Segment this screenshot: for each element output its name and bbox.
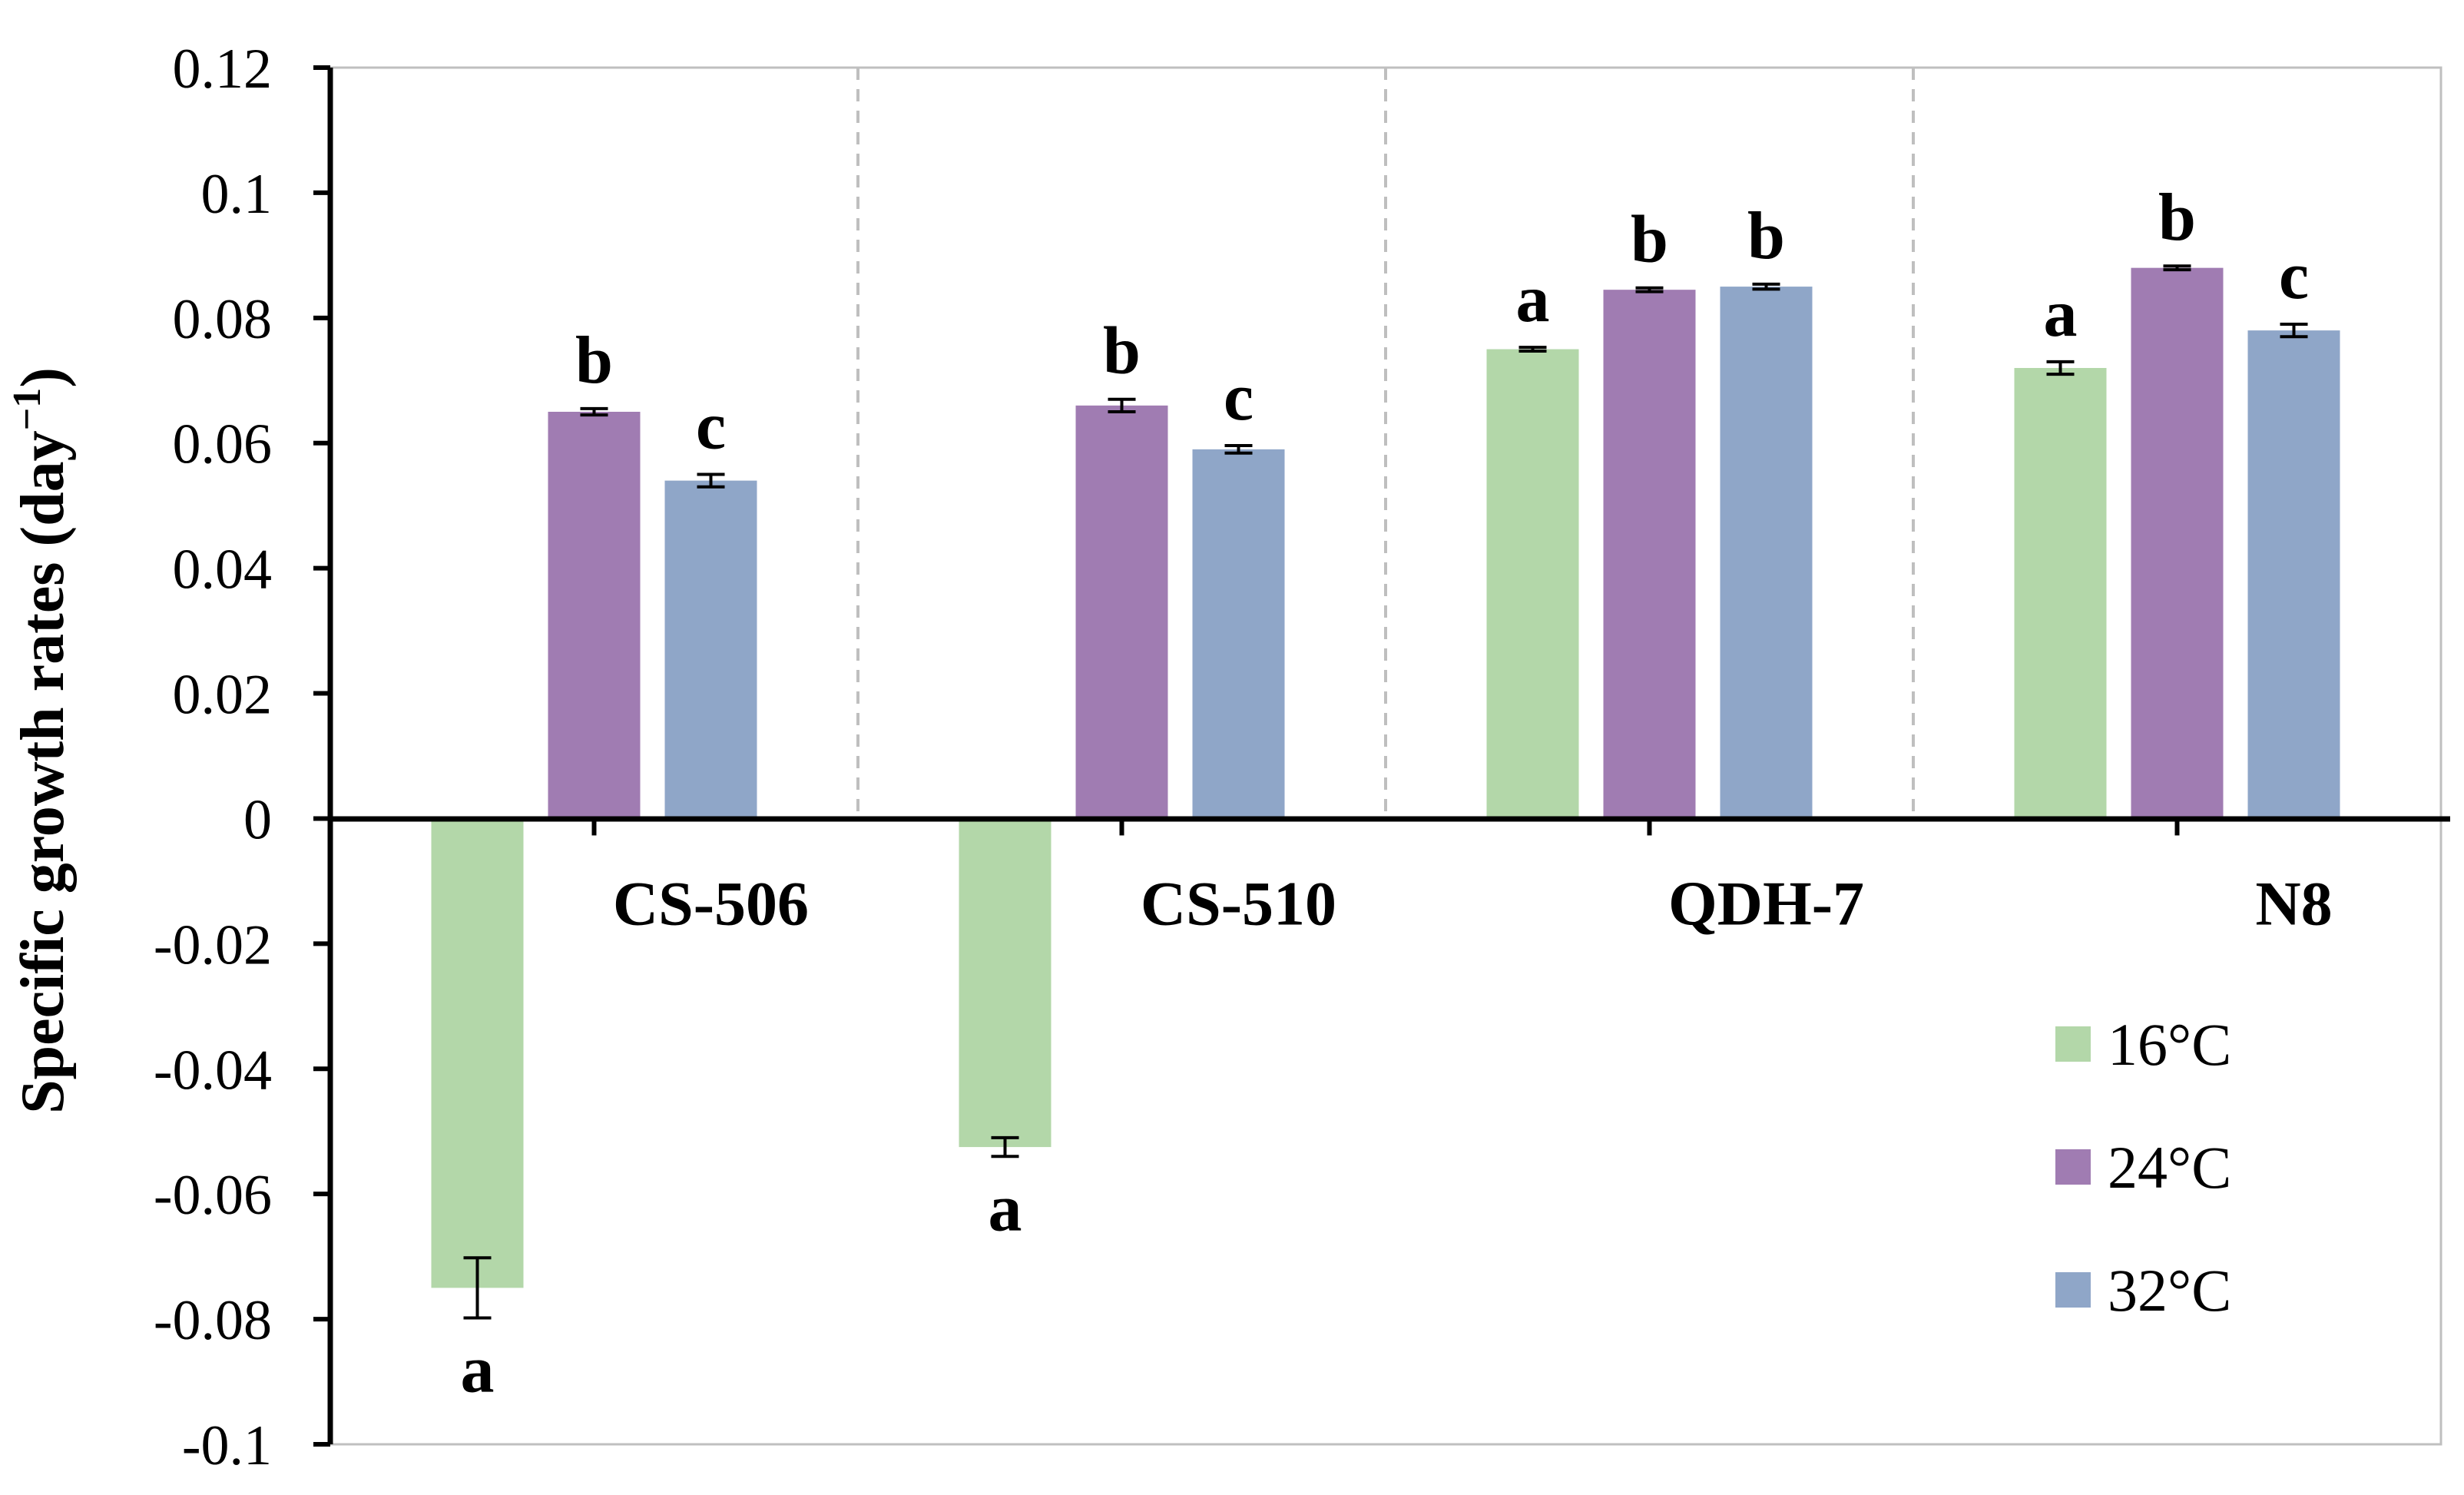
y-axis-label: Specific growth rates (day−1)	[5, 367, 77, 1114]
legend: 16°C 24°C 32°C	[2055, 1011, 2231, 1324]
significance-letter-qdh-7-24C: b	[1631, 203, 1668, 277]
y-axis-label-main: Specific growth rates (day	[9, 430, 77, 1114]
category-label-cs-506: CS-506	[613, 868, 809, 938]
y-tick-label-10: -0.08	[154, 1289, 272, 1352]
bar-cs-510-24C	[1075, 405, 1168, 819]
y-tick-label-7: -0.02	[154, 913, 272, 976]
legend-label-32C: 32°C	[2108, 1257, 2231, 1324]
significance-letters: a a a a b b b b c c b c	[461, 181, 2310, 1407]
bars	[431, 267, 2340, 1288]
y-tick-label-6: 0	[243, 788, 272, 851]
significance-letter-n8-16C: a	[2044, 277, 2078, 351]
category-label-qdh-7: QDH-7	[1668, 868, 1864, 938]
bar-cs-506-16C	[431, 818, 524, 1288]
bar-qdh-7-32C	[1720, 287, 1813, 819]
bar-qdh-7-16C	[1486, 349, 1579, 819]
y-tick-label-0: 0.12	[173, 38, 273, 101]
significance-letter-qdh-7-32C: b	[1747, 199, 1785, 273]
y-tick-label-3: 0.06	[173, 413, 273, 476]
legend-swatch-32C	[2055, 1272, 2091, 1308]
y-tick-label-11: -0.1	[182, 1414, 272, 1477]
y-axis-label-superscript: −1	[5, 388, 49, 431]
significance-letter-cs-506-32C: c	[696, 389, 726, 463]
bar-qdh-7-24C	[1603, 290, 1696, 819]
legend-label-24C: 24°C	[2108, 1134, 2231, 1201]
y-tick-label-5: 0.02	[173, 664, 273, 727]
y-tick-label-4: 0.04	[173, 539, 273, 602]
y-tick-label-2: 0.08	[173, 288, 273, 351]
significance-letter-cs-510-16C: a	[989, 1171, 1022, 1245]
x-axis-categories: CS-506 CS-510 QDH-7 N8	[591, 818, 2333, 938]
significance-letter-n8-24C: b	[2158, 181, 2196, 255]
significance-letter-n8-32C: c	[2279, 239, 2309, 313]
y-tick-label-9: -0.06	[154, 1164, 272, 1227]
bar-cs-510-32C	[1192, 449, 1285, 819]
bar-cs-510-16C	[959, 818, 1052, 1148]
category-label-cs-510: CS-510	[1141, 868, 1336, 938]
bar-cs-506-24C	[548, 412, 641, 819]
legend-label-16C: 16°C	[2108, 1011, 2231, 1078]
group-separators	[856, 68, 1915, 819]
bar-n8-32C	[2247, 330, 2340, 819]
significance-letter-cs-510-24C: b	[1103, 314, 1141, 389]
significance-letter-cs-510-32C: c	[1224, 360, 1254, 435]
y-tick-label-8: -0.04	[154, 1039, 272, 1102]
y-axis-ticks: 0.12 0.1 0.08 0.06 0.04 0.02 0 -0.02 -0.04 -0.06 -…	[154, 38, 330, 1477]
y-axis-label-suffix: )	[9, 367, 77, 388]
bar-n8-16C	[2014, 367, 2107, 819]
bar-cs-506-32C	[664, 480, 757, 819]
significance-letter-cs-506-16C: a	[461, 1332, 495, 1407]
y-tick-label-1: 0.1	[201, 163, 273, 226]
significance-letter-cs-506-24C: b	[575, 323, 613, 398]
error-bars	[463, 264, 2308, 1320]
legend-swatch-24C	[2055, 1149, 2091, 1185]
significance-letter-qdh-7-16C: a	[1516, 262, 1550, 336]
bar-n8-24C	[2131, 267, 2224, 819]
category-label-n8: N8	[2255, 868, 2332, 938]
legend-swatch-16C	[2055, 1026, 2091, 1062]
